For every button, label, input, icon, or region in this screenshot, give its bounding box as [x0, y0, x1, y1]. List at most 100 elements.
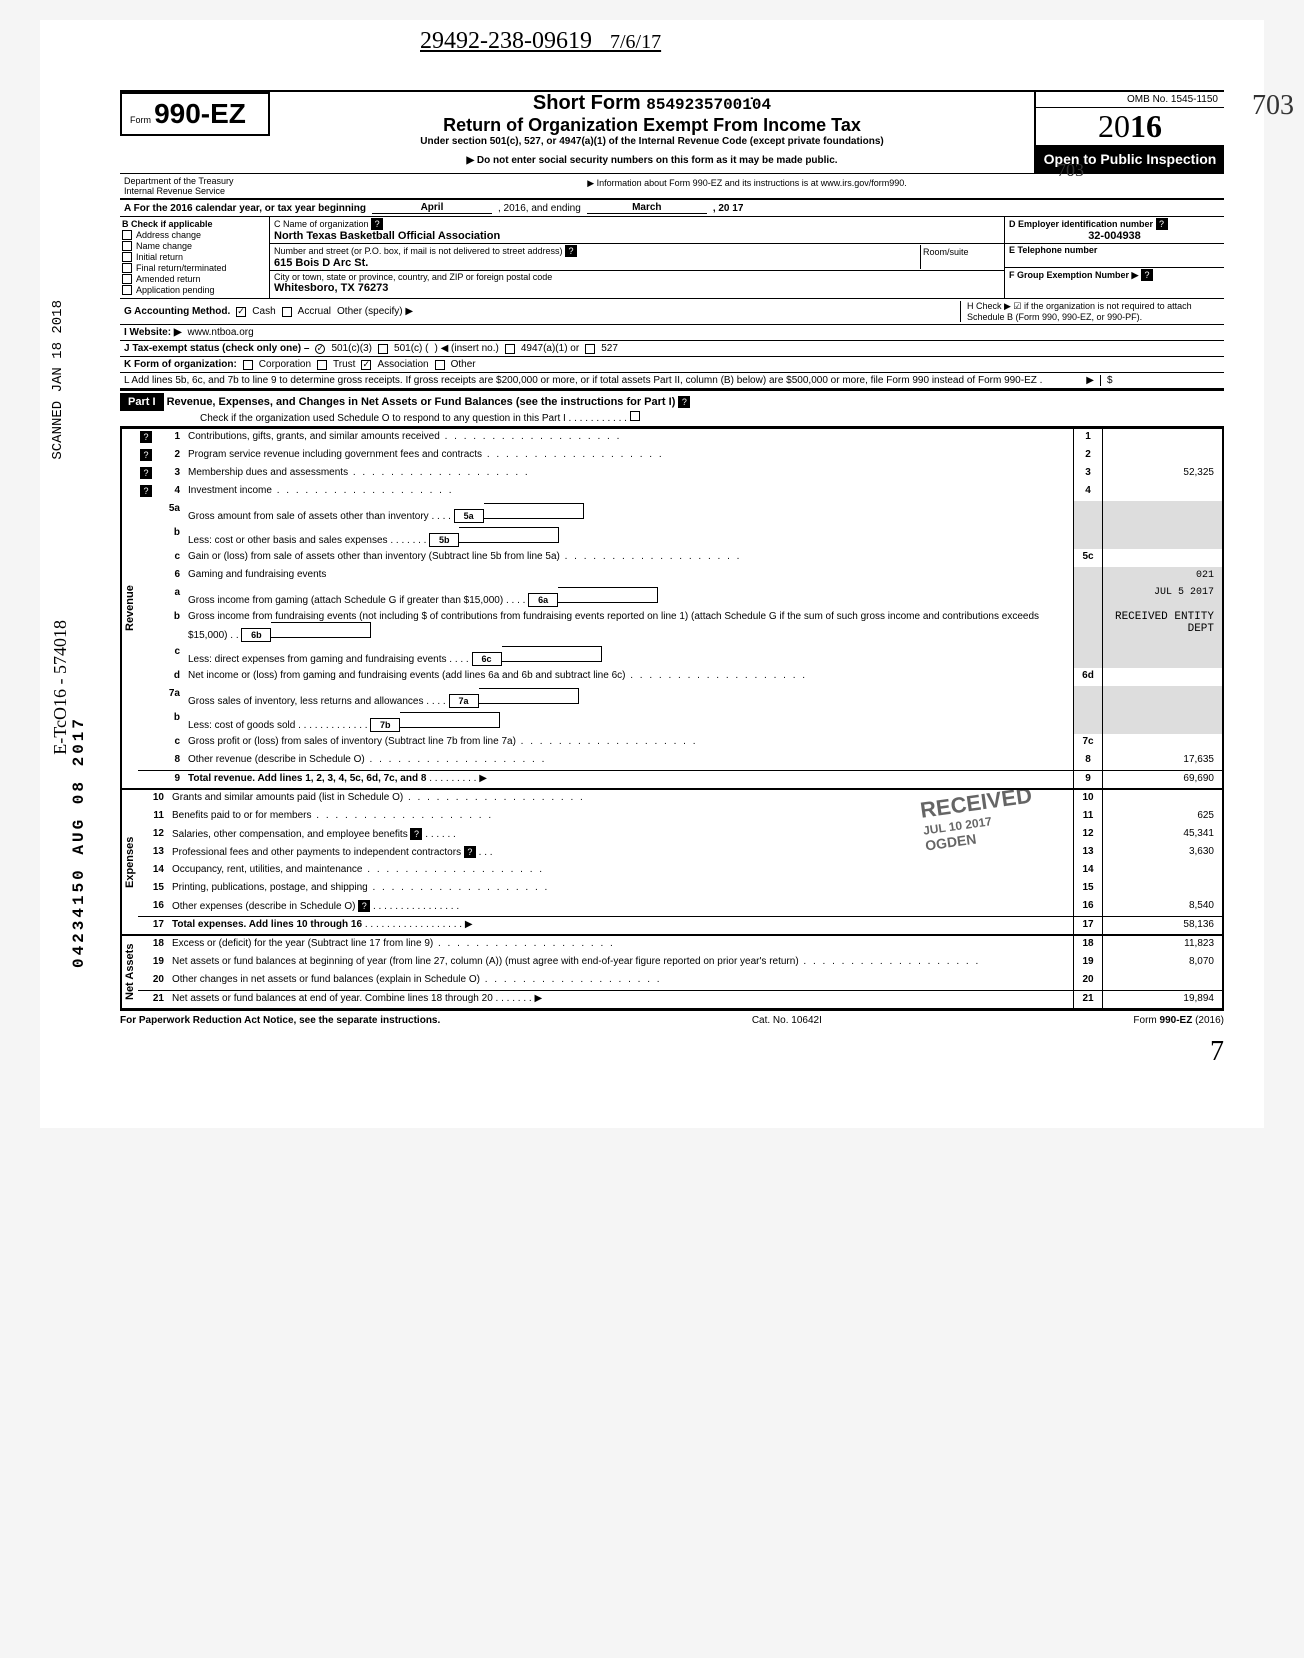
help-icon[interactable]: ? — [358, 900, 370, 912]
section-l-row: L Add lines 5b, 6c, and 7b to line 9 to … — [120, 373, 1224, 389]
omb-number: OMB No. 1545-1150 — [1036, 92, 1224, 108]
check-name-change[interactable]: Name change — [122, 241, 267, 251]
ein-value: 32-004938 — [1009, 230, 1220, 242]
form-subtitle: Under section 501(c), 527, or 4947(a)(1)… — [280, 136, 1024, 147]
check-final-return[interactable]: Final return/terminated — [122, 263, 267, 273]
paperwork-notice: For Paperwork Reduction Act Notice, see … — [120, 1015, 440, 1026]
phone-row: E Telephone number — [1005, 244, 1224, 268]
period-label: A For the 2016 calendar year, or tax yea… — [124, 203, 366, 214]
assoc-checkbox[interactable] — [361, 360, 371, 370]
form-title: Return of Organization Exempt From Incom… — [280, 115, 1024, 136]
netassets-vertical-label: Net Assets — [121, 936, 138, 1008]
section-b-header: B Check if applicable — [122, 219, 267, 229]
website-value: www.ntboa.org — [188, 327, 254, 338]
period-begin: April — [372, 202, 492, 214]
section-i-label: I Website: ▶ — [124, 327, 182, 338]
527-checkbox[interactable] — [585, 344, 595, 354]
cash-checkbox[interactable] — [236, 307, 246, 317]
line-8-amount: 17,635 — [1103, 752, 1223, 770]
4947-checkbox[interactable] — [505, 344, 515, 354]
tax-period-row: A For the 2016 calendar year, or tax yea… — [120, 200, 1224, 217]
footer-row: For Paperwork Reduction Act Notice, see … — [120, 1010, 1224, 1026]
help-icon[interactable]: ? — [1141, 269, 1153, 281]
line-17-text: Total expenses. Add lines 10 through 16 … — [168, 917, 1073, 934]
tax-exempt-row: J Tax-exempt status (check only one) – 5… — [120, 341, 1224, 357]
form-number: 990-EZ — [154, 98, 246, 129]
accrual-checkbox[interactable] — [282, 307, 292, 317]
section-j-label: J Tax-exempt status (check only one) – — [124, 343, 309, 354]
line-5c-text: Gain or (loss) from sale of assets other… — [184, 549, 1073, 567]
department-row: Department of the Treasury Internal Reve… — [120, 173, 1224, 200]
help-icon[interactable]: ? — [371, 218, 383, 230]
line-19-text: Net assets or fund balances at beginning… — [168, 954, 1073, 972]
help-icon[interactable]: ? — [410, 828, 422, 840]
line-6d-amount — [1103, 668, 1223, 686]
revenue-vertical-label: Revenue — [121, 429, 138, 788]
form-prefix: Form — [130, 115, 151, 125]
line-7a-text: Gross sales of inventory, less returns a… — [184, 686, 1073, 710]
section-b: B Check if applicable Address change Nam… — [120, 217, 270, 298]
form-footer-label: Form 990-EZ (2016) — [1133, 1015, 1224, 1026]
period-mid: , 2016, and ending — [498, 203, 581, 214]
line-5a-text: Gross amount from sale of assets other t… — [184, 501, 1073, 525]
line-16-amount: 8,540 — [1103, 898, 1223, 916]
check-app-pending[interactable]: Application pending — [122, 285, 267, 295]
help-icon[interactable]: ? — [140, 485, 152, 497]
help-icon[interactable]: ? — [140, 467, 152, 479]
line-13-amount: 3,630 — [1103, 844, 1223, 862]
dept-label: Department of the Treasury Internal Reve… — [120, 174, 270, 198]
website-row: I Website: ▶ www.ntboa.org — [120, 325, 1224, 341]
section-d-e-f: D Employer identification number ? 32-00… — [1004, 217, 1224, 298]
barcode-numbers: 04234150 AUG 08 2017 — [70, 716, 88, 968]
section-h-text: H Check ▶ ☑ if the organization is not r… — [960, 301, 1220, 322]
line-7c-amount — [1103, 734, 1223, 752]
line-6b-text: Gross income from fundraising events (no… — [184, 609, 1073, 644]
trust-checkbox[interactable] — [317, 360, 327, 370]
501c3-checkbox[interactable] — [315, 344, 325, 354]
check-initial-return[interactable]: Initial return — [122, 252, 267, 262]
check-address-change[interactable]: Address change — [122, 230, 267, 240]
line-2-text: Program service revenue including govern… — [184, 447, 1073, 465]
ssn-warning: ▶ Do not enter social security numbers o… — [280, 155, 1024, 166]
org-name: North Texas Basketball Official Associat… — [274, 230, 500, 242]
line-7b-text: Less: cost of goods sold . . . . . . . .… — [184, 710, 1073, 734]
other-checkbox[interactable] — [435, 360, 445, 370]
check-amended[interactable]: Amended return — [122, 274, 267, 284]
section-g-label: G Accounting Method. — [124, 306, 230, 317]
group-exemption-row: F Group Exemption Number ▶ ? — [1005, 268, 1224, 292]
line-17-amount: 58,136 — [1103, 917, 1223, 934]
line-6d-text: Net income or (loss) from gaming and fun… — [184, 668, 1073, 686]
line-19-amount: 8,070 — [1103, 954, 1223, 972]
org-name-row: C Name of organization ? North Texas Bas… — [270, 217, 1004, 244]
line-2-amount — [1103, 447, 1223, 465]
section-c: C Name of organization ? North Texas Bas… — [270, 217, 1004, 298]
line-15-amount — [1103, 880, 1223, 898]
line-16-text: Other expenses (describe in Schedule O) … — [168, 898, 1073, 916]
section-k-label: K Form of organization: — [124, 359, 237, 370]
line-21-amount: 19,894 — [1103, 991, 1223, 1008]
part1-title: Revenue, Expenses, and Changes in Net As… — [167, 396, 676, 408]
501c-checkbox[interactable] — [378, 344, 388, 354]
line-7c-text: Gross profit or (loss) from sales of inv… — [184, 734, 1073, 752]
help-icon[interactable]: ? — [1156, 218, 1168, 230]
gross-receipts: $ — [1100, 375, 1220, 386]
help-icon[interactable]: ? — [464, 846, 476, 858]
org-city: Whitesboro, TX 76273 — [274, 282, 388, 294]
jul5-stamp: JUL 5 2017 — [1103, 585, 1223, 609]
help-icon[interactable]: ? — [678, 396, 690, 408]
initial-mark-2: 703 — [1057, 160, 1084, 181]
line-8-text: Other revenue (describe in Schedule O) — [184, 752, 1073, 770]
line-1-text: Contributions, gifts, grants, and simila… — [184, 429, 1073, 447]
scanned-stamp: SCANNED JAN 18 2018 — [50, 300, 66, 460]
help-icon[interactable]: ? — [140, 449, 152, 461]
corp-checkbox[interactable] — [243, 360, 253, 370]
line-18-text: Excess or (deficit) for the year (Subtra… — [168, 936, 1073, 954]
org-info-block: B Check if applicable Address change Nam… — [120, 217, 1224, 299]
part1-label: Part I — [120, 393, 164, 411]
help-icon[interactable]: ? — [565, 245, 577, 257]
line-10-amount — [1103, 790, 1223, 808]
page-handwrite-7: 7 — [120, 1036, 1224, 1068]
ein-row: D Employer identification number ? 32-00… — [1005, 217, 1224, 244]
help-icon[interactable]: ? — [140, 431, 152, 443]
schedule-o-checkbox[interactable] — [630, 411, 640, 421]
